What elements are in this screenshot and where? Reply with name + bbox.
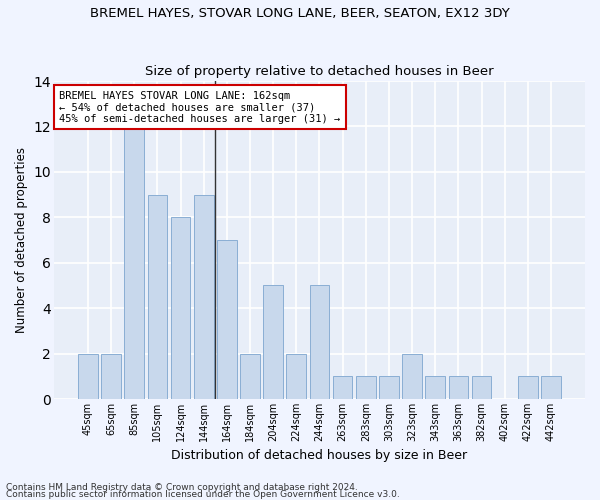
Bar [263, 286, 283, 399]
Bar [379, 376, 399, 399]
Bar [124, 126, 144, 399]
Title: Size of property relative to detached houses in Beer: Size of property relative to detached ho… [145, 66, 494, 78]
Bar [148, 194, 167, 399]
Bar [171, 218, 190, 399]
Bar [518, 376, 538, 399]
Bar [472, 376, 491, 399]
Text: Contains public sector information licensed under the Open Government Licence v3: Contains public sector information licen… [6, 490, 400, 499]
Bar [101, 354, 121, 399]
Bar [286, 354, 306, 399]
Text: BREMEL HAYES, STOVAR LONG LANE, BEER, SEATON, EX12 3DY: BREMEL HAYES, STOVAR LONG LANE, BEER, SE… [90, 8, 510, 20]
Bar [333, 376, 352, 399]
Bar [541, 376, 561, 399]
Text: Contains HM Land Registry data © Crown copyright and database right 2024.: Contains HM Land Registry data © Crown c… [6, 484, 358, 492]
Bar [78, 354, 98, 399]
Bar [217, 240, 237, 399]
Bar [356, 376, 376, 399]
Bar [194, 194, 214, 399]
Bar [240, 354, 260, 399]
Y-axis label: Number of detached properties: Number of detached properties [15, 147, 28, 333]
Bar [425, 376, 445, 399]
Bar [310, 286, 329, 399]
Bar [449, 376, 468, 399]
Bar [402, 354, 422, 399]
X-axis label: Distribution of detached houses by size in Beer: Distribution of detached houses by size … [172, 450, 467, 462]
Text: BREMEL HAYES STOVAR LONG LANE: 162sqm
← 54% of detached houses are smaller (37)
: BREMEL HAYES STOVAR LONG LANE: 162sqm ← … [59, 90, 341, 124]
